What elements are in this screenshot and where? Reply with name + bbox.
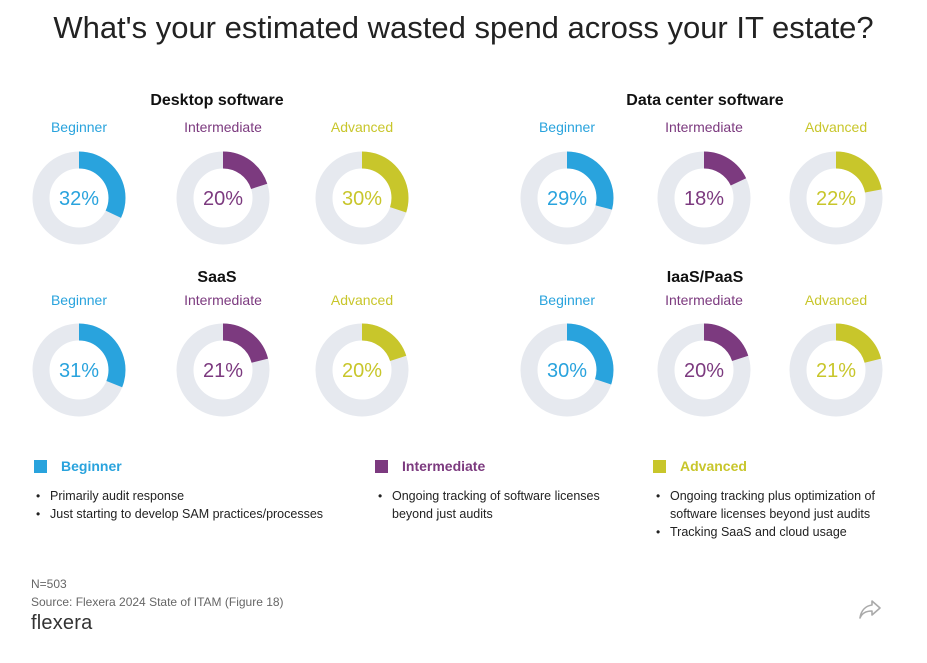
donut-advanced: 22% [788, 150, 884, 246]
donut-svg: 29% [520, 151, 614, 245]
level-label: Intermediate [665, 119, 743, 135]
donut-advanced: 20% [314, 322, 410, 418]
level-label: Beginner [50, 119, 108, 135]
donut-svg: 31% [32, 323, 126, 417]
donut-slice [32, 151, 126, 245]
donut-intermediate: 20% [656, 322, 752, 418]
legend-beginner-label: Beginner [61, 458, 122, 474]
donut-value-label: 20% [342, 360, 382, 382]
legend-intermediate: Intermediate [375, 458, 485, 474]
legend-item: Tracking SaaS and cloud usage [656, 523, 896, 541]
beginner-swatch [34, 459, 47, 473]
legend-advanced-label: Advanced [680, 458, 747, 474]
donut-intermediate: 18% [656, 150, 752, 246]
donut-svg: 32% [32, 151, 126, 245]
share-icon[interactable] [858, 598, 882, 620]
donut-value-label: 29% [547, 188, 587, 210]
group-title: SaaS [197, 269, 237, 286]
donut-slice [789, 323, 883, 417]
donut-slice [520, 151, 614, 245]
donut-svg: 21% [176, 323, 270, 417]
level-label: Beginner [538, 292, 596, 308]
donut-value-label: 21% [816, 360, 856, 382]
donut-intermediate: 21% [175, 322, 271, 418]
donut-svg: 30% [315, 151, 409, 245]
legend-item: Ongoing tracking plus optimization of so… [656, 487, 896, 523]
level-label: Advanced [804, 292, 868, 308]
donut-slice [176, 151, 270, 245]
donut-slice [520, 323, 614, 417]
donut-slice [657, 151, 751, 245]
legend-beginner-list: Primarily audit response Just starting t… [36, 487, 356, 523]
legend-advanced: Advanced [653, 458, 747, 474]
level-label: Intermediate [665, 292, 743, 308]
donut-advanced: 30% [314, 150, 410, 246]
donut-beginner: 31% [31, 322, 127, 418]
source-note: Source: Flexera 2024 State of ITAM (Figu… [31, 595, 284, 609]
group-title: Desktop software [150, 92, 284, 109]
donut-value-label: 32% [59, 188, 99, 210]
donut-value-label: 31% [59, 360, 99, 382]
donut-intermediate: 20% [175, 150, 271, 246]
donut-beginner: 30% [519, 322, 615, 418]
chart-title: What's your estimated wasted spend acros… [53, 10, 874, 45]
donut-svg: 20% [657, 323, 751, 417]
level-label: Beginner [50, 292, 108, 308]
donut-slice [315, 151, 409, 245]
legend-item: Just starting to develop SAM practices/p… [36, 505, 356, 523]
donut-value-label: 22% [816, 188, 856, 210]
donut-svg: 22% [789, 151, 883, 245]
level-label: Beginner [538, 119, 596, 135]
donut-value-label: 20% [684, 360, 724, 382]
donut-advanced: 21% [788, 322, 884, 418]
legend-item: Primarily audit response [36, 487, 356, 505]
donut-slice [315, 323, 409, 417]
donut-value-label: 20% [203, 188, 243, 210]
legend-advanced-list: Ongoing tracking plus optimization of so… [656, 487, 896, 541]
sample-size: N=503 [31, 577, 67, 591]
flexera-logo: flexera [31, 612, 93, 634]
donut-beginner: 32% [31, 150, 127, 246]
donut-beginner: 29% [519, 150, 615, 246]
level-label: Intermediate [184, 119, 262, 135]
donut-svg: 18% [657, 151, 751, 245]
donut-value-label: 21% [203, 360, 243, 382]
level-label: Advanced [804, 119, 868, 135]
donut-svg: 20% [315, 323, 409, 417]
donut-slice [176, 323, 270, 417]
legend-intermediate-list: Ongoing tracking of software licenses be… [378, 487, 608, 523]
legend-beginner: Beginner [34, 458, 122, 474]
donut-slice [789, 151, 883, 245]
level-label: Intermediate [184, 292, 262, 308]
advanced-swatch [653, 459, 666, 473]
level-label: Advanced [330, 119, 394, 135]
legend-item: Ongoing tracking of software licenses be… [378, 487, 608, 523]
legend-intermediate-label: Intermediate [402, 458, 486, 474]
donut-svg: 30% [520, 323, 614, 417]
donut-slice [657, 323, 751, 417]
intermediate-swatch [375, 459, 388, 473]
group-title: IaaS/PaaS [666, 269, 744, 286]
donut-value-label: 30% [547, 360, 587, 382]
donut-svg: 20% [176, 151, 270, 245]
donut-slice [32, 323, 126, 417]
donut-value-label: 18% [684, 188, 724, 210]
donut-value-label: 30% [342, 188, 382, 210]
group-title: Data center software [626, 92, 784, 109]
level-label: Advanced [330, 292, 394, 308]
donut-svg: 21% [789, 323, 883, 417]
